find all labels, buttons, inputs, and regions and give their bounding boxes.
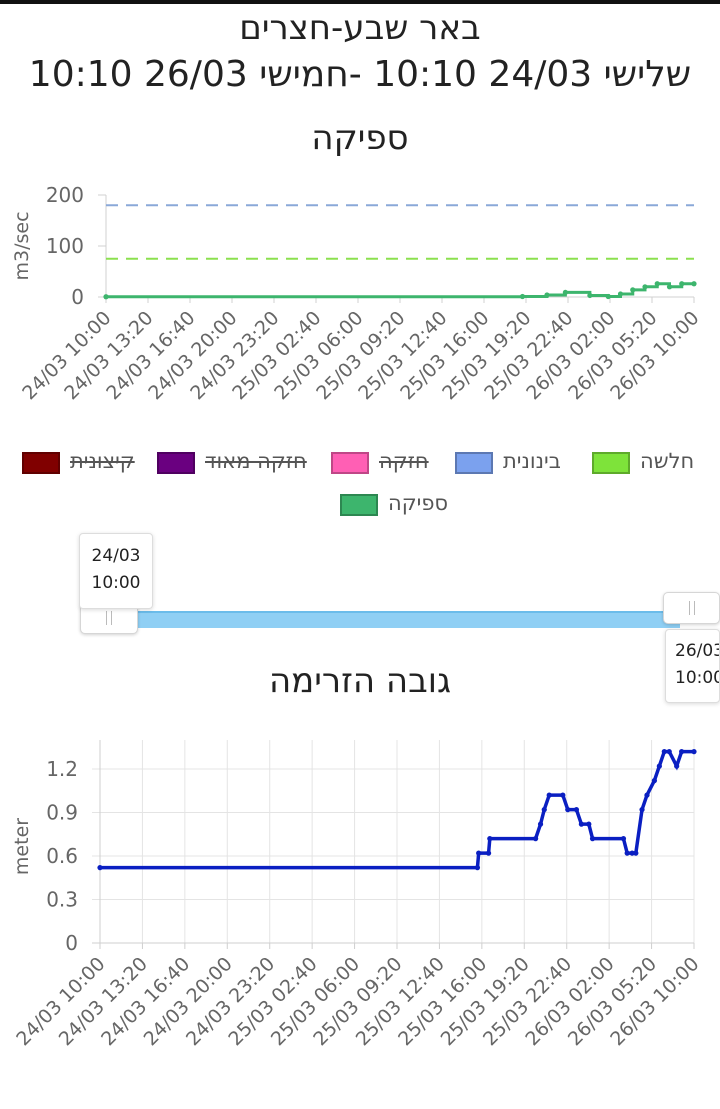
slider-end-handle[interactable] <box>663 592 720 624</box>
stage-chart-title: גובה הזרימה <box>268 661 452 701</box>
slider-end-time: 10:00 <box>675 668 720 688</box>
flow-data-point <box>654 281 660 287</box>
flow-data-point <box>519 293 526 300</box>
legend-item-medium[interactable]: בינונית <box>455 449 580 478</box>
legend-label: חזקה <box>379 449 429 473</box>
stage-data-point <box>624 850 630 856</box>
flow-data-point <box>630 287 636 293</box>
flow-data-point <box>605 293 611 300</box>
stage-data-point <box>656 763 662 769</box>
legend-swatch <box>455 452 493 474</box>
legend-item-flow[interactable]: ספיקה <box>340 491 465 520</box>
date-range: שלישי 24/03 10:10 -חמישי 26/03 10:10 <box>28 54 692 95</box>
stage-data-point <box>651 778 658 784</box>
y-tick-label: 100 <box>46 234 84 258</box>
stage-data-point <box>679 749 685 755</box>
stage-data-point <box>487 836 493 842</box>
stage-data-point <box>589 836 596 842</box>
legend-item-extreme[interactable]: קיצונית <box>22 449 147 478</box>
stage-data-point <box>565 807 571 813</box>
y-tick-label: 200 <box>46 183 84 207</box>
stage-data-point <box>661 749 667 755</box>
slider-start-time: 10:00 <box>91 573 141 593</box>
y-tick-label: 1.2 <box>46 757 78 781</box>
slider-selected-range[interactable] <box>110 611 680 628</box>
legend-item-very-strong[interactable]: חזקה מאוד <box>157 449 317 478</box>
legend-item-weak[interactable]: חלשה <box>592 449 717 478</box>
stage-data-point <box>476 850 482 856</box>
stage-data-point <box>546 792 552 798</box>
y-tick-label: 0 <box>65 931 78 955</box>
legend-label: בינונית <box>503 449 561 473</box>
slider-end-date: 26/03 <box>675 641 720 661</box>
stage-data-point <box>644 792 650 798</box>
stage-data-point <box>639 807 645 813</box>
stage-data-point <box>537 821 544 827</box>
stage-data-point <box>629 850 635 856</box>
legend-label: חזקה מאוד <box>205 449 307 473</box>
flow-data-point <box>544 292 550 298</box>
flow-data-point <box>103 294 109 300</box>
y-tick-label: 0.6 <box>46 844 78 868</box>
stage-data-point <box>541 807 547 813</box>
y-tick-label: 0.3 <box>46 888 78 912</box>
flow-data-point <box>642 284 648 290</box>
station-title: באר שבע-חצרים <box>239 8 481 48</box>
stage-data-point <box>573 807 580 813</box>
slider-start-date: 24/03 <box>91 546 141 566</box>
flow-data-point <box>679 281 685 287</box>
y-tick-label: 0.9 <box>46 801 78 825</box>
legend-swatch <box>592 452 630 474</box>
stage-data-point <box>633 850 639 856</box>
flow-data-point <box>666 284 673 290</box>
legend-label: קיצונית <box>70 449 135 473</box>
slider-start-label: 24/03 10:00 <box>79 533 153 609</box>
legend-swatch <box>22 452 60 474</box>
stage-data-point <box>533 836 539 842</box>
legend-label: ספיקה <box>388 491 449 515</box>
legend-swatch <box>157 452 195 474</box>
y-tick-label: 0 <box>71 285 84 309</box>
legend-swatch <box>331 452 369 474</box>
legend-swatch <box>340 494 378 516</box>
stage-data-point <box>474 865 481 871</box>
flow-series-line <box>106 282 694 299</box>
stage-data-point <box>586 821 592 827</box>
stage-data-point <box>485 850 492 856</box>
flow-data-point <box>691 281 697 287</box>
flow-chart-title: ספיקה <box>311 118 409 158</box>
y-axis-label: m3/sec <box>11 211 33 280</box>
slider-end-label: 26/03 10:00 <box>665 629 720 703</box>
stage-data-point <box>578 821 584 827</box>
top-status-strip <box>0 0 720 4</box>
flow-chart-legend: קיצונית חזקה מאוד חזקה בינונית חלשה ספיק… <box>0 449 720 522</box>
stage-data-point <box>560 792 566 798</box>
stage-data-point <box>666 749 672 755</box>
flow-data-point <box>562 289 568 296</box>
stage-data-point <box>691 749 697 755</box>
stage-data-point <box>674 763 680 769</box>
y-axis-label: meter <box>11 818 33 875</box>
stage-data-point <box>97 865 103 871</box>
flow-data-point <box>617 291 624 297</box>
legend-item-strong[interactable]: חזקה <box>331 449 431 478</box>
legend-label: חלשה <box>640 449 695 473</box>
flow-data-point <box>587 292 593 299</box>
stage-data-point <box>620 836 627 842</box>
stage-series-line <box>100 749 694 870</box>
